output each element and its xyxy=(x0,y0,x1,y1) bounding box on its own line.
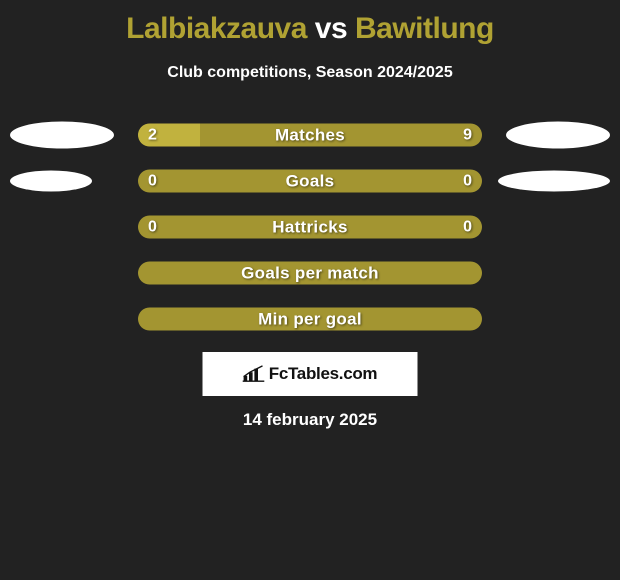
footer-date: 14 february 2025 xyxy=(0,410,620,430)
brand-chart-icon xyxy=(243,365,265,383)
stat-label: Goals per match xyxy=(138,263,482,283)
stat-value-left: 0 xyxy=(148,172,157,190)
comparison-row: Goals0 0 xyxy=(0,158,620,204)
player-oval-right xyxy=(498,171,610,192)
stat-label: Min per goal xyxy=(138,309,482,329)
comparison-rows: Matches29Goals00Hattricks00Goals per mat… xyxy=(0,112,620,342)
stat-bar: Hattricks0 0 xyxy=(138,216,482,239)
player-oval-left xyxy=(10,122,114,149)
stat-value-right: 9 xyxy=(463,126,472,144)
brand-box: FcTables.com xyxy=(203,352,418,396)
stat-value-left: 2 xyxy=(148,126,157,144)
comparison-row: Hattricks0 0 xyxy=(0,204,620,250)
comparison-row: Goals per match xyxy=(0,250,620,296)
stat-bar: Min per goal xyxy=(138,308,482,331)
title-player1: Lalbiakzauva xyxy=(126,12,307,45)
stat-label: Matches xyxy=(138,125,482,145)
stat-value-right: 0 xyxy=(463,172,472,190)
stat-label: Goals xyxy=(138,171,482,191)
stat-bar: Goals per match xyxy=(138,262,482,285)
title: Lalbiakzauva vs Bawitlung xyxy=(0,0,620,46)
stat-bar: Goals0 0 xyxy=(138,170,482,193)
brand-text: FcTables.com xyxy=(269,364,378,384)
subtitle: Club competitions, Season 2024/2025 xyxy=(0,64,620,82)
stat-value-right: 0 xyxy=(463,218,472,236)
title-vs: vs xyxy=(315,12,347,45)
comparison-row: Min per goal xyxy=(0,296,620,342)
player-oval-right xyxy=(506,122,610,149)
stat-label: Hattricks xyxy=(138,217,482,237)
player-oval-left xyxy=(10,171,92,192)
stat-value-left: 0 xyxy=(148,218,157,236)
stat-bar: Matches2 9 xyxy=(138,124,482,147)
title-player2: Bawitlung xyxy=(355,12,494,45)
comparison-row: Matches2 9 xyxy=(0,112,620,158)
